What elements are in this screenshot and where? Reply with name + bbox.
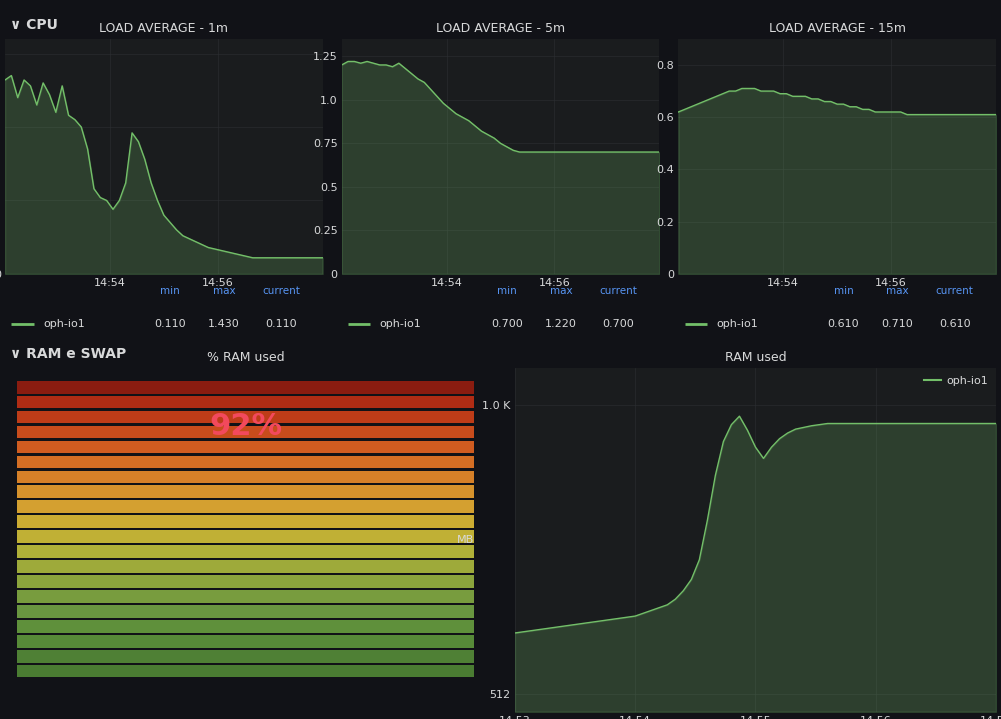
Text: max: max xyxy=(886,286,909,296)
Text: min: min xyxy=(834,286,854,296)
Text: 92%: 92% xyxy=(209,412,282,441)
Text: current: current xyxy=(262,286,300,296)
Title: RAM used: RAM used xyxy=(725,352,786,365)
Text: oph-io1: oph-io1 xyxy=(717,319,758,329)
Bar xyxy=(17,485,474,498)
Bar xyxy=(17,426,474,439)
Bar xyxy=(17,590,474,603)
Text: ∨ RAM e SWAP: ∨ RAM e SWAP xyxy=(10,347,126,361)
Bar xyxy=(17,560,474,573)
Text: current: current xyxy=(936,286,974,296)
Bar xyxy=(17,620,474,633)
Text: 0.700: 0.700 xyxy=(490,319,523,329)
Text: oph-io1: oph-io1 xyxy=(43,319,85,329)
Text: max: max xyxy=(550,286,573,296)
Text: 0.610: 0.610 xyxy=(828,319,859,329)
Text: 1.430: 1.430 xyxy=(208,319,240,329)
Title: LOAD AVERAGE - 5m: LOAD AVERAGE - 5m xyxy=(436,22,565,35)
Text: 0.610: 0.610 xyxy=(939,319,971,329)
Bar xyxy=(17,635,474,648)
Title: LOAD AVERAGE - 15m: LOAD AVERAGE - 15m xyxy=(769,22,906,35)
Bar xyxy=(17,500,474,513)
Bar xyxy=(17,531,474,543)
Bar xyxy=(17,381,474,393)
Legend: oph-io1: oph-io1 xyxy=(920,372,993,390)
Bar xyxy=(17,516,474,528)
Bar xyxy=(17,650,474,662)
Text: 0.110: 0.110 xyxy=(265,319,297,329)
Text: current: current xyxy=(599,286,637,296)
Text: 0.110: 0.110 xyxy=(154,319,186,329)
Text: 0.710: 0.710 xyxy=(882,319,913,329)
Bar xyxy=(17,665,474,677)
Bar xyxy=(17,470,474,483)
Bar xyxy=(17,441,474,453)
Text: min: min xyxy=(160,286,180,296)
Text: max: max xyxy=(213,286,235,296)
Bar xyxy=(17,605,474,618)
Bar xyxy=(17,411,474,423)
Title: LOAD AVERAGE - 1m: LOAD AVERAGE - 1m xyxy=(99,22,228,35)
Text: oph-io1: oph-io1 xyxy=(379,319,421,329)
Text: min: min xyxy=(496,286,517,296)
Text: 1.220: 1.220 xyxy=(545,319,577,329)
Text: ∨ CPU: ∨ CPU xyxy=(10,18,58,32)
Text: 0.700: 0.700 xyxy=(603,319,634,329)
Bar xyxy=(17,545,474,558)
Y-axis label: MB: MB xyxy=(457,535,474,545)
Bar xyxy=(17,456,474,468)
Bar xyxy=(17,575,474,588)
Bar xyxy=(17,395,474,408)
Title: % RAM used: % RAM used xyxy=(207,352,284,365)
